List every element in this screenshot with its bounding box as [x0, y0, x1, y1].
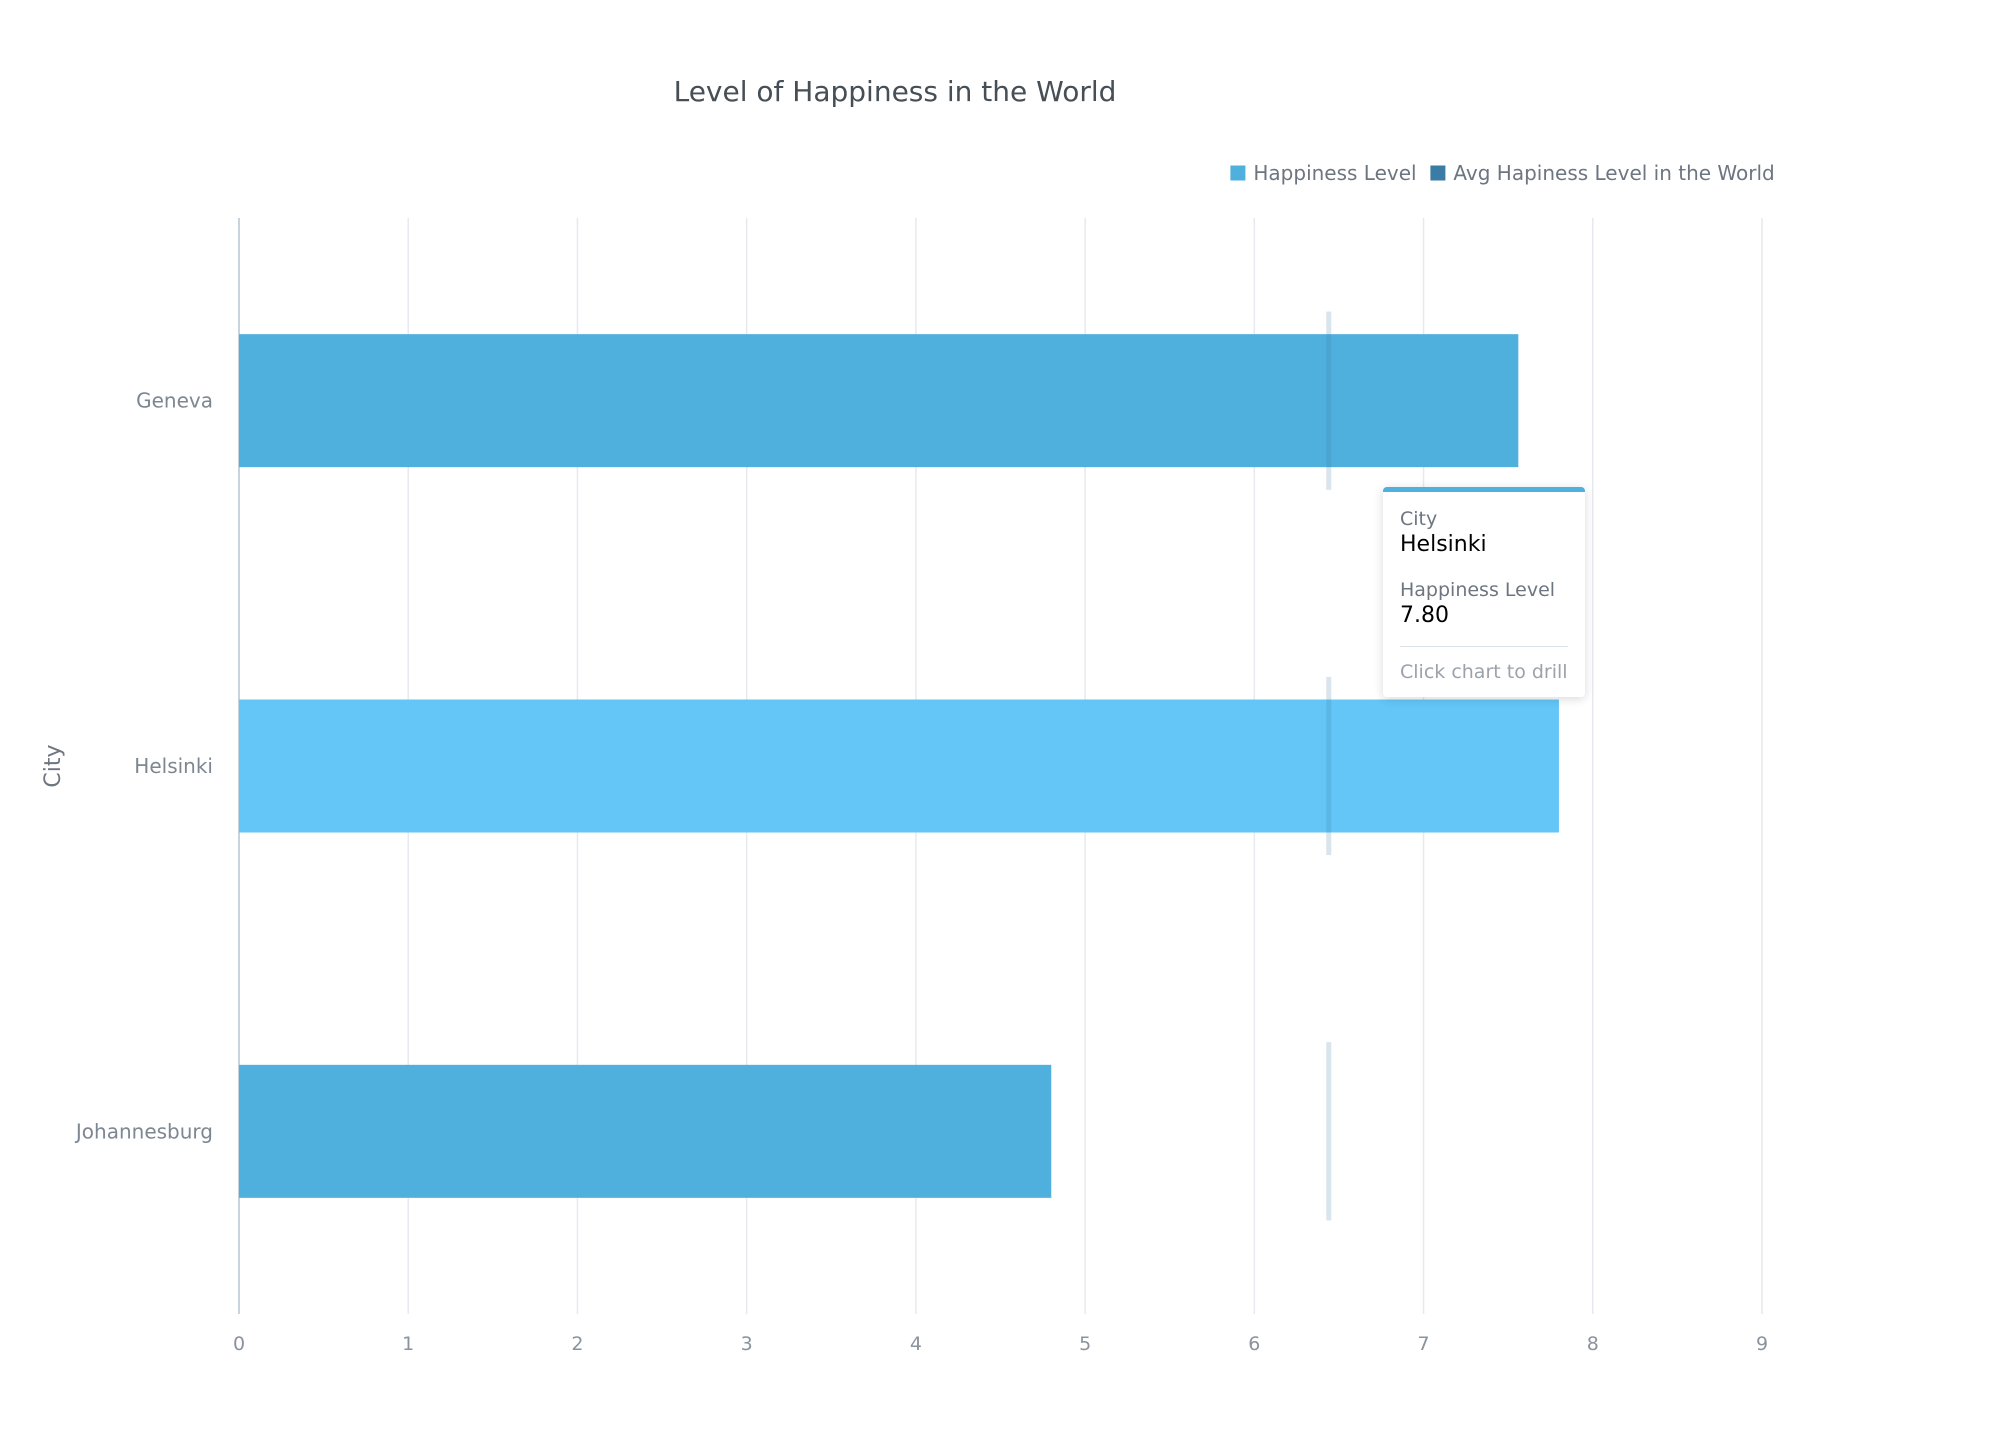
x-tick-labels: 0 1 2 3 4 5 6 7 8 9	[233, 1333, 1768, 1355]
legend: Avg Hapiness Level in the World Happiness…	[1230, 161, 1775, 185]
x-tick-label: 5	[1079, 1333, 1091, 1355]
tooltip-divider	[1400, 646, 1568, 647]
tooltip-metric-value: 7.80	[1400, 603, 1449, 628]
bar-johannesburg[interactable]	[239, 1064, 1052, 1198]
avg-marker	[1326, 311, 1332, 490]
tooltip-city-label: City	[1400, 508, 1438, 530]
category-label: Geneva	[136, 389, 213, 413]
category-label: Helsinki	[134, 754, 213, 778]
avg-marker	[1326, 1042, 1332, 1221]
x-tick-label: 1	[402, 1333, 414, 1355]
bars[interactable]	[239, 334, 1559, 1198]
category-labels: Geneva Helsinki Johannesburg	[74, 389, 213, 1144]
avg-markers	[1326, 311, 1332, 1221]
x-tick-label: 3	[741, 1333, 753, 1355]
x-tick-label: 9	[1756, 1333, 1768, 1355]
bar-helsinki[interactable]	[239, 699, 1559, 833]
legend-label: Happiness Level	[1253, 161, 1416, 185]
legend-swatch	[1230, 165, 1246, 181]
tooltip-metric-label: Happiness Level	[1400, 579, 1556, 601]
tooltip: City Helsinki Happiness Level 7.80 Click…	[1383, 487, 1585, 697]
avg-marker	[1326, 676, 1332, 856]
x-tick-label: 2	[571, 1333, 583, 1355]
chart-title: Level of Happiness in the World	[674, 75, 1117, 108]
tooltip-city-value: Helsinki	[1400, 532, 1487, 557]
x-tick-label: 8	[1587, 1333, 1599, 1355]
x-tick-label: 0	[233, 1333, 245, 1355]
category-label: Johannesburg	[74, 1119, 213, 1143]
legend-swatch	[1430, 165, 1446, 181]
x-tick-label: 4	[910, 1333, 922, 1355]
y-axis-label: City	[41, 744, 66, 787]
x-tick-label: 7	[1418, 1333, 1430, 1355]
x-tick-label: 6	[1248, 1333, 1260, 1355]
tooltip-hint: Click chart to drill	[1400, 661, 1568, 683]
legend-label: Avg Hapiness Level in the World	[1453, 161, 1774, 185]
bar-geneva[interactable]	[239, 334, 1519, 468]
